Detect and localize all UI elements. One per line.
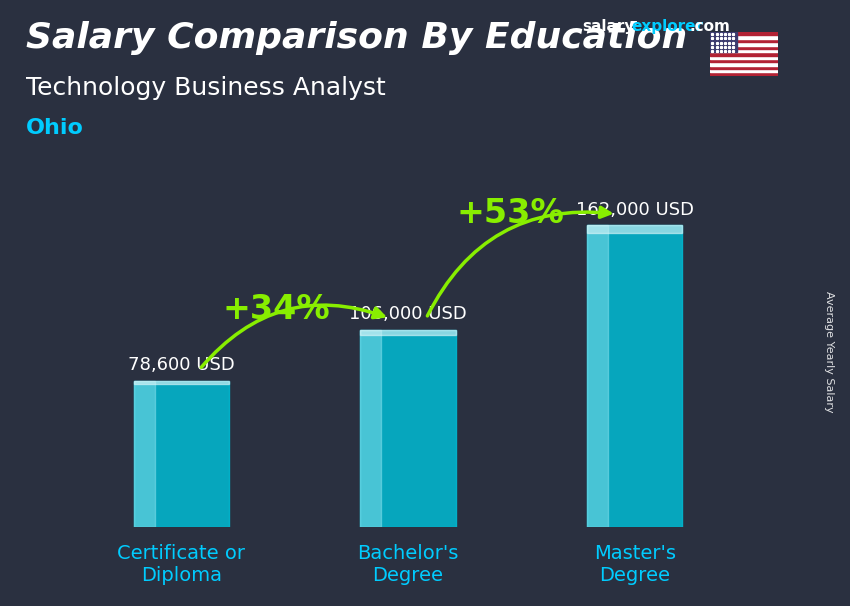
- Bar: [710, 39, 778, 42]
- Bar: [710, 62, 778, 65]
- Text: Technology Business Analyst: Technology Business Analyst: [26, 76, 385, 100]
- Text: Salary Comparison By Education: Salary Comparison By Education: [26, 21, 687, 55]
- Bar: [133, 381, 229, 384]
- Bar: [587, 225, 683, 233]
- Bar: [360, 330, 456, 335]
- Text: +34%: +34%: [223, 293, 331, 326]
- Bar: [133, 381, 229, 527]
- Text: salary: salary: [582, 19, 635, 35]
- Text: .com: .com: [689, 19, 730, 35]
- Text: Average Yearly Salary: Average Yearly Salary: [824, 291, 834, 412]
- Bar: [710, 49, 778, 52]
- Text: 106,000 USD: 106,000 USD: [349, 305, 467, 323]
- Bar: [587, 225, 683, 527]
- Text: explorer: explorer: [632, 19, 704, 35]
- Bar: [360, 330, 382, 527]
- Text: 78,600 USD: 78,600 USD: [128, 356, 235, 374]
- Bar: [710, 32, 737, 52]
- Bar: [710, 52, 778, 56]
- Bar: [710, 65, 778, 69]
- Bar: [360, 330, 456, 527]
- Bar: [133, 381, 155, 527]
- Text: +53%: +53%: [456, 198, 564, 230]
- Bar: [710, 56, 778, 59]
- Text: Ohio: Ohio: [26, 118, 83, 138]
- Bar: [710, 72, 778, 76]
- Bar: [587, 225, 608, 527]
- Bar: [710, 69, 778, 72]
- Bar: [710, 42, 778, 45]
- Bar: [710, 45, 778, 49]
- Bar: [710, 59, 778, 62]
- Bar: [710, 36, 778, 39]
- Text: 162,000 USD: 162,000 USD: [575, 201, 694, 219]
- Bar: [710, 32, 778, 36]
